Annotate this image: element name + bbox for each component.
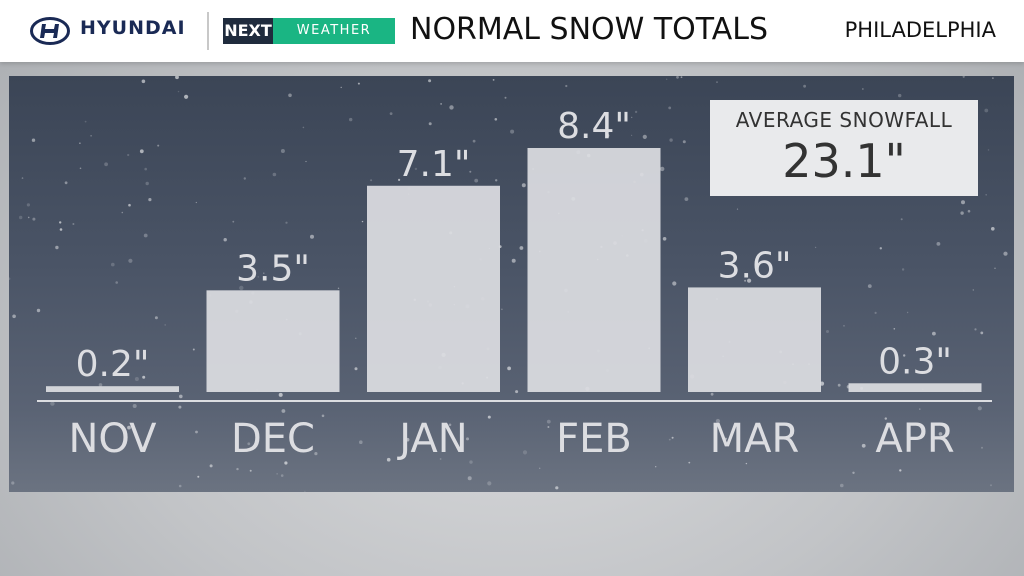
category-label-feb: FEB [556, 416, 632, 462]
category-label-apr: APR [875, 416, 954, 462]
header-divider [207, 12, 209, 50]
location-label: PHILADELPHIA [844, 18, 996, 42]
category-label-nov: NOV [68, 416, 157, 462]
category-label-dec: DEC [231, 416, 315, 462]
bar-jan [367, 185, 500, 392]
bar-nov [46, 386, 179, 392]
weather-logo: WEATHER [273, 18, 395, 44]
bar-apr [848, 383, 982, 392]
average-snowfall-box: AVERAGE SNOWFALL 23.1" [710, 100, 978, 196]
bar-chart: 0.2" NOV 3.5" DEC 7.1" JAN 8.4" FEB 3.6" MAR 0.3" A… [37, 106, 992, 462]
average-snowfall-label: AVERAGE SNOWFALL [735, 108, 953, 132]
value-label-apr: 0.3" [878, 341, 952, 382]
value-label-jan: 7.1" [397, 144, 471, 185]
page-title: NORMAL SNOW TOTALS [410, 12, 769, 47]
bar-feb [527, 148, 661, 392]
value-label-dec: 3.5" [236, 248, 310, 289]
hyundai-logo-icon [30, 17, 70, 45]
value-label-nov: 0.2" [76, 344, 150, 385]
header-bar: HYUNDAI NEXT WEATHER NORMAL SNOW TOTALS … [0, 0, 1024, 62]
category-label-jan: JAN [396, 416, 467, 462]
average-snowfall-value: 23.1" [782, 134, 906, 188]
value-label-mar: 3.6" [718, 245, 792, 286]
chart-panel: 0.2" NOV 3.5" DEC 7.1" JAN 8.4" FEB 3.6" MAR 0.3" A… [9, 76, 1014, 492]
next-logo: NEXT [223, 18, 273, 44]
category-label-mar: MAR [710, 416, 800, 462]
brand-name: HYUNDAI [80, 17, 186, 39]
bar-dec [206, 290, 340, 392]
value-label-feb: 8.4" [557, 106, 631, 147]
bar-mar [688, 287, 821, 392]
